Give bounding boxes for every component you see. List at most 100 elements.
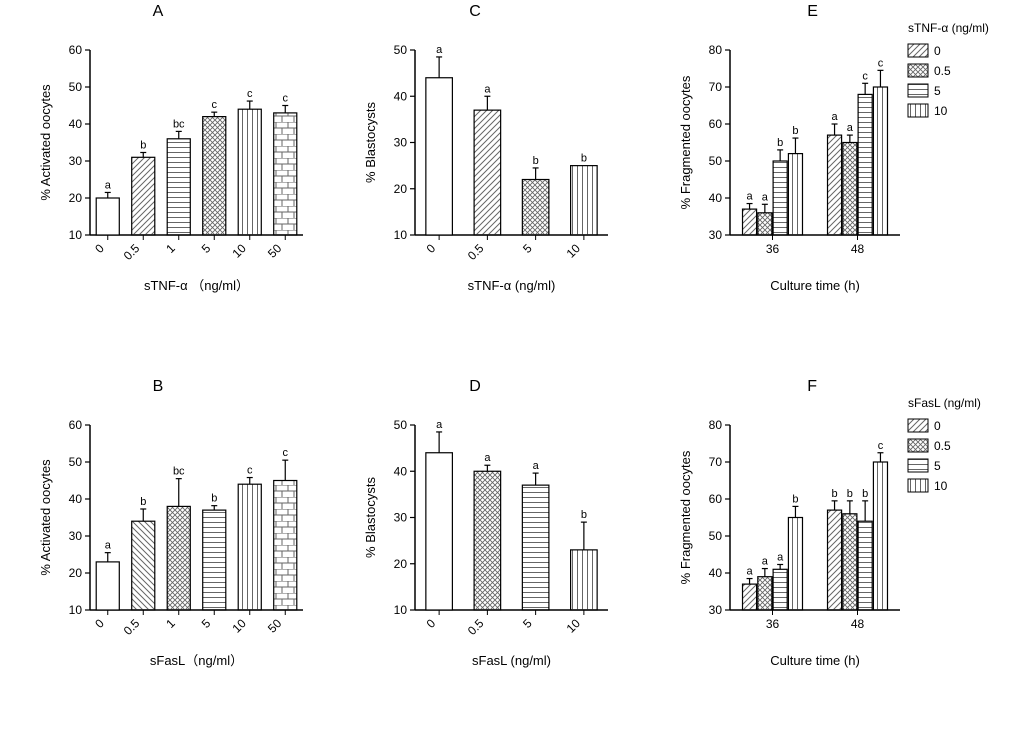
svg-text:b: b [140,139,146,151]
svg-text:a: a [484,452,491,464]
svg-text:0: 0 [92,241,107,256]
panel-F: F304050607080% Fragmented oocytesCulture… [675,400,990,680]
svg-text:40: 40 [394,89,408,103]
svg-text:a: a [484,83,491,95]
svg-text:10: 10 [934,479,948,493]
svg-text:c: c [283,93,289,105]
xlabel-C: sTNF-α (ng/ml) [468,278,556,293]
ylabel-C: % Blastocysts [363,102,378,183]
svg-text:1: 1 [163,616,178,631]
svg-text:5: 5 [199,616,214,631]
svg-text:bc: bc [173,118,185,130]
svg-text:70: 70 [709,80,723,94]
chart-svg-E: 304050607080% Fragmented oocytesCulture … [675,25,990,305]
svg-text:5: 5 [934,84,941,98]
svg-text:c: c [878,440,884,452]
svg-text:50: 50 [265,616,285,636]
xlabel-B: sFasL（ng/ml） [150,653,243,668]
svg-text:50: 50 [69,80,83,94]
svg-text:10: 10 [564,616,584,636]
svg-text:40: 40 [709,566,723,580]
svg-text:b: b [792,493,798,505]
svg-text:80: 80 [709,418,723,432]
ylabel-B: % Activated oocytes [38,459,53,576]
svg-text:a: a [762,191,769,203]
svg-text:c: c [247,88,253,100]
svg-text:80: 80 [709,43,723,57]
panel-E: E304050607080% Fragmented oocytesCulture… [675,25,990,305]
svg-text:10: 10 [934,104,948,118]
ylabel-D: % Blastocysts [363,477,378,558]
panel-title-F: F [807,378,817,396]
svg-text:10: 10 [230,241,250,261]
svg-text:60: 60 [709,117,723,131]
svg-text:0: 0 [424,241,439,256]
svg-text:b: b [581,509,587,521]
svg-text:b: b [831,488,837,500]
legend-title-F: sFasL (ng/ml) [908,396,981,410]
chart-svg-B: 102030405060% Activated oocytessFasL（ng/… [35,400,315,680]
svg-text:40: 40 [69,492,83,506]
svg-text:1: 1 [163,241,178,256]
svg-text:48: 48 [851,242,865,256]
panel-B: B102030405060% Activated oocytessFasL（ng… [35,400,315,680]
svg-text:50: 50 [265,241,285,261]
svg-text:30: 30 [69,154,83,168]
svg-text:40: 40 [394,464,408,478]
panel-title-A: A [153,3,164,21]
svg-text:c: c [862,70,868,82]
figure-root: A102030405060% Activated oocytessTNF-α （… [0,0,1020,733]
ylabel-E: % Fragmented oocytes [678,75,693,209]
svg-text:a: a [762,556,769,568]
svg-text:30: 30 [394,511,408,525]
svg-text:0.5: 0.5 [465,241,487,263]
svg-text:b: b [581,153,587,165]
svg-text:c: c [212,99,218,111]
svg-text:a: a [105,540,112,552]
svg-text:a: a [436,44,443,56]
svg-text:b: b [533,155,539,167]
svg-text:b: b [792,125,798,137]
svg-text:10: 10 [394,603,408,617]
panel-C: C1020304050% BlastocystssTNF-α (ng/ml)a0… [360,25,620,305]
svg-text:30: 30 [69,529,83,543]
svg-text:0: 0 [424,616,439,631]
svg-text:36: 36 [766,617,780,631]
svg-text:b: b [211,493,217,505]
svg-text:30: 30 [709,603,723,617]
svg-text:50: 50 [394,43,408,57]
xlabel-F: Culture time (h) [770,653,860,668]
xlabel-E: Culture time (h) [770,278,860,293]
panel-title-C: C [469,3,481,21]
chart-svg-F: 304050607080% Fragmented oocytesCulture … [675,400,990,680]
svg-text:5: 5 [520,241,535,256]
svg-text:50: 50 [709,154,723,168]
svg-text:5: 5 [934,459,941,473]
panel-A: A102030405060% Activated oocytessTNF-α （… [35,25,315,305]
svg-text:70: 70 [709,455,723,469]
svg-text:60: 60 [709,492,723,506]
svg-text:a: a [746,566,753,578]
svg-text:a: a [831,111,838,123]
svg-text:0.5: 0.5 [121,241,143,263]
svg-text:30: 30 [394,136,408,150]
svg-text:40: 40 [709,191,723,205]
svg-text:10: 10 [564,241,584,261]
svg-text:0.5: 0.5 [934,64,951,78]
svg-text:5: 5 [199,241,214,256]
svg-text:20: 20 [69,566,83,580]
xlabel-A: sTNF-α （ng/ml） [144,278,249,293]
svg-text:c: c [283,447,289,459]
svg-text:10: 10 [230,616,250,636]
svg-text:48: 48 [851,617,865,631]
panel-title-B: B [153,378,164,396]
svg-text:b: b [862,488,868,500]
svg-text:20: 20 [394,182,408,196]
svg-text:0: 0 [934,419,941,433]
svg-text:50: 50 [709,529,723,543]
svg-text:20: 20 [394,557,408,571]
svg-text:36: 36 [766,242,780,256]
svg-text:10: 10 [69,228,83,242]
svg-text:a: a [746,191,753,203]
svg-text:c: c [878,57,884,69]
